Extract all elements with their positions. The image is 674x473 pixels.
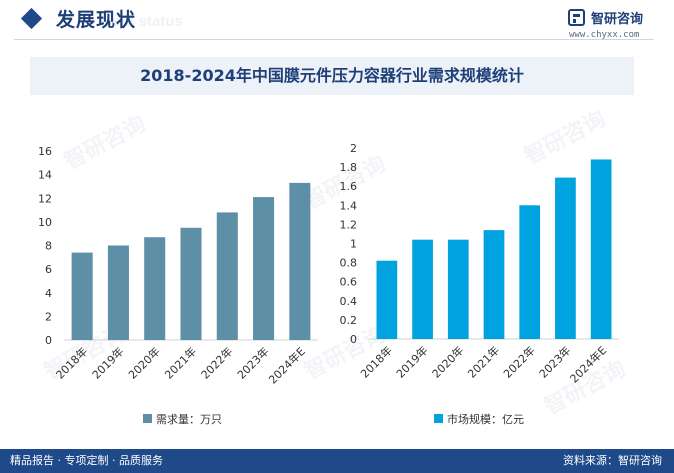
legend-swatch bbox=[434, 414, 443, 423]
y-tick-label: 0.6 bbox=[340, 276, 358, 289]
y-tick-label: 1.4 bbox=[340, 199, 358, 212]
bar bbox=[447, 239, 469, 339]
bar bbox=[519, 205, 541, 339]
y-tick-label: 1.2 bbox=[340, 218, 358, 231]
y-tick-label: 1.6 bbox=[340, 180, 358, 193]
y-tick-label: 12 bbox=[38, 192, 52, 205]
bar bbox=[412, 239, 433, 339]
header-divider bbox=[14, 39, 654, 40]
footer-slogan: 精品报告 · 专项定制 · 品质服务 bbox=[10, 454, 163, 467]
brand-url: www.chyxx.com bbox=[569, 30, 640, 40]
x-tick-label: 2021年 bbox=[162, 344, 199, 381]
footer: 精品报告 · 专项定制 · 品质服务 资料来源：智研咨询 bbox=[0, 449, 674, 473]
bar bbox=[555, 177, 576, 339]
y-tick-label: 1 bbox=[350, 238, 357, 251]
header: ent status 发展现状 智研咨询 www.chyxx.com bbox=[0, 0, 674, 44]
x-tick-label: 2018年 bbox=[53, 344, 90, 381]
brand-logo: 智研咨询 www.chyxx.com bbox=[565, 6, 665, 42]
x-tick-label: 2024年E bbox=[266, 344, 308, 386]
bar bbox=[144, 237, 166, 340]
y-tick-label: 0.4 bbox=[340, 295, 358, 308]
x-tick-label: 2019年 bbox=[393, 343, 430, 380]
section-title: 发展现状 bbox=[56, 9, 137, 31]
bar bbox=[289, 182, 311, 340]
legend-label: 市场规模：亿元 bbox=[447, 412, 524, 426]
x-tick-label: 2023年 bbox=[234, 344, 271, 381]
y-tick-label: 0.8 bbox=[340, 257, 358, 270]
x-tick-label: 2021年 bbox=[465, 343, 502, 380]
demand-chart: 0 2 4 6 8 10 12 14 16 2018年 2019年 2020年 2021年 2022年 20… bbox=[0, 120, 330, 440]
y-tick-label: 8 bbox=[45, 240, 52, 253]
x-tick-label: 2019年 bbox=[89, 344, 126, 381]
bar bbox=[71, 252, 93, 340]
market-size-chart-svg: 00.20.40.60.811.21.41.61.822018年2019年202… bbox=[340, 142, 619, 426]
title-bar: 2018-2024年中国膜元件压力容器行业需求规模统计 bbox=[30, 57, 634, 95]
bar bbox=[107, 245, 129, 340]
y-tick-label: 2 bbox=[350, 142, 357, 155]
bar bbox=[483, 230, 505, 339]
x-tick-label: 2018年 bbox=[358, 343, 395, 380]
bar bbox=[253, 197, 275, 340]
y-tick-label: 6 bbox=[45, 263, 52, 276]
legend-label: 需求量：万只 bbox=[156, 413, 222, 426]
x-tick-label: 2020年 bbox=[125, 344, 162, 381]
bar bbox=[216, 212, 238, 340]
bar bbox=[376, 260, 398, 339]
diamond-icon bbox=[20, 7, 43, 30]
y-tick-label: 0 bbox=[350, 333, 357, 346]
x-tick-label: 2022年 bbox=[198, 344, 235, 381]
chart-title: 2018-2024年中国膜元件压力容器行业需求规模统计 bbox=[140, 66, 524, 85]
y-tick-label: 0.2 bbox=[340, 314, 358, 327]
x-tick-label: 2022年 bbox=[500, 343, 537, 380]
y-tick-label: 16 bbox=[38, 145, 52, 158]
legend-swatch bbox=[143, 414, 152, 423]
bar bbox=[590, 159, 612, 339]
market-size-chart: 0 0.2 0.4 0.6 0.8 1 1.2 1.4 1.6 1.8 2 2018年 2019年 202… bbox=[337, 120, 667, 440]
y-tick-label: 14 bbox=[38, 169, 52, 182]
y-tick-label: 2 bbox=[45, 310, 52, 323]
bar bbox=[180, 227, 202, 340]
brand-logo-icon bbox=[568, 9, 585, 26]
y-tick-label: 0 bbox=[45, 334, 52, 347]
y-tick-label: 4 bbox=[45, 287, 52, 300]
x-tick-label: 2020年 bbox=[429, 343, 466, 380]
section-subtitle: ent status bbox=[112, 13, 183, 30]
brand-name: 智研咨询 bbox=[591, 12, 644, 27]
x-tick-label: 2024年E bbox=[567, 343, 609, 385]
y-tick-label: 10 bbox=[38, 216, 52, 229]
y-tick-label: 1.8 bbox=[340, 161, 358, 174]
source-note: 资料来源：智研咨询 bbox=[563, 454, 662, 467]
